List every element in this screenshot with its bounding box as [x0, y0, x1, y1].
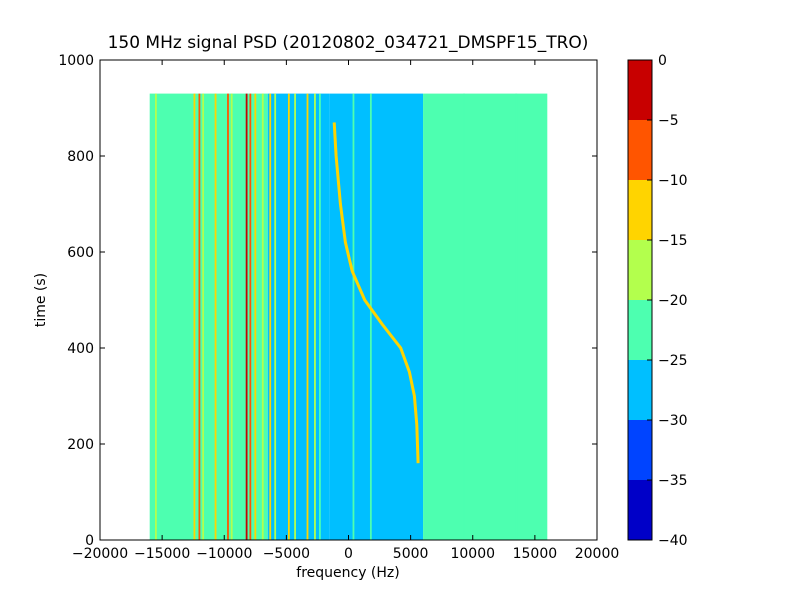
- x-tick-label: 15000: [513, 546, 558, 562]
- y-tick-label: 1000: [58, 53, 94, 69]
- colorbar-tick-label: −25: [658, 353, 688, 369]
- x-tick-label: 20000: [575, 546, 620, 562]
- x-tick-label: 5000: [393, 546, 429, 562]
- colorbar-segment: [628, 240, 652, 300]
- colorbar-tick-label: 0: [658, 53, 667, 69]
- colorbar-segment: [628, 480, 652, 540]
- x-axis: −20000 −15000 −10000 −5000 0 5000 10000 15000 20…: [72, 60, 619, 562]
- heatmap: [149, 93, 548, 540]
- colorbar-segment: [628, 360, 652, 420]
- colorbar-tick-label: −20: [658, 293, 688, 309]
- y-tick-label: 200: [67, 437, 94, 453]
- y-axis-label: time (s): [33, 273, 49, 327]
- colorbar: −40 −35 −30 −25 −20 −15 −10 −5 0: [627, 53, 688, 549]
- x-tick-label: −5000: [263, 546, 310, 562]
- y-tick-label: 400: [67, 341, 94, 357]
- colorbar-tick-label: −30: [658, 413, 688, 429]
- y-axis: 0 200 400 600 800 1000: [58, 53, 597, 549]
- heatmap-region: [423, 93, 548, 540]
- doppler-trace: [332, 122, 420, 464]
- plot-area: −20000 −15000 −10000 −5000 0 5000 10000 15000 20…: [58, 53, 619, 562]
- x-tick-label: −20000: [72, 546, 128, 562]
- colorbar-segment: [628, 60, 652, 120]
- colorbar-tick-label: −10: [658, 173, 688, 189]
- colorbar-segment: [628, 420, 652, 480]
- x-tick-label: −10000: [196, 546, 252, 562]
- x-tick-label: −15000: [134, 546, 190, 562]
- x-tick-label: 10000: [450, 546, 495, 562]
- x-tick-label: 0: [344, 546, 353, 562]
- colorbar-segment: [628, 180, 652, 240]
- colorbar-tick-label: −15: [658, 233, 688, 249]
- y-tick-label: 800: [67, 149, 94, 165]
- y-tick-label: 0: [85, 533, 94, 549]
- chart-title: 150 MHz signal PSD (20120802_034721_DMSP…: [108, 33, 589, 53]
- colorbar-tick-label: −40: [658, 533, 688, 549]
- x-axis-label: frequency (Hz): [296, 565, 399, 581]
- colorbar-segment: [628, 300, 652, 360]
- colorbar-tick-label: −35: [658, 473, 688, 489]
- colorbar-tick-label: −5: [658, 113, 679, 129]
- heatmap-region: [149, 93, 268, 540]
- y-tick-label: 600: [67, 245, 94, 261]
- colorbar-segment: [628, 120, 652, 180]
